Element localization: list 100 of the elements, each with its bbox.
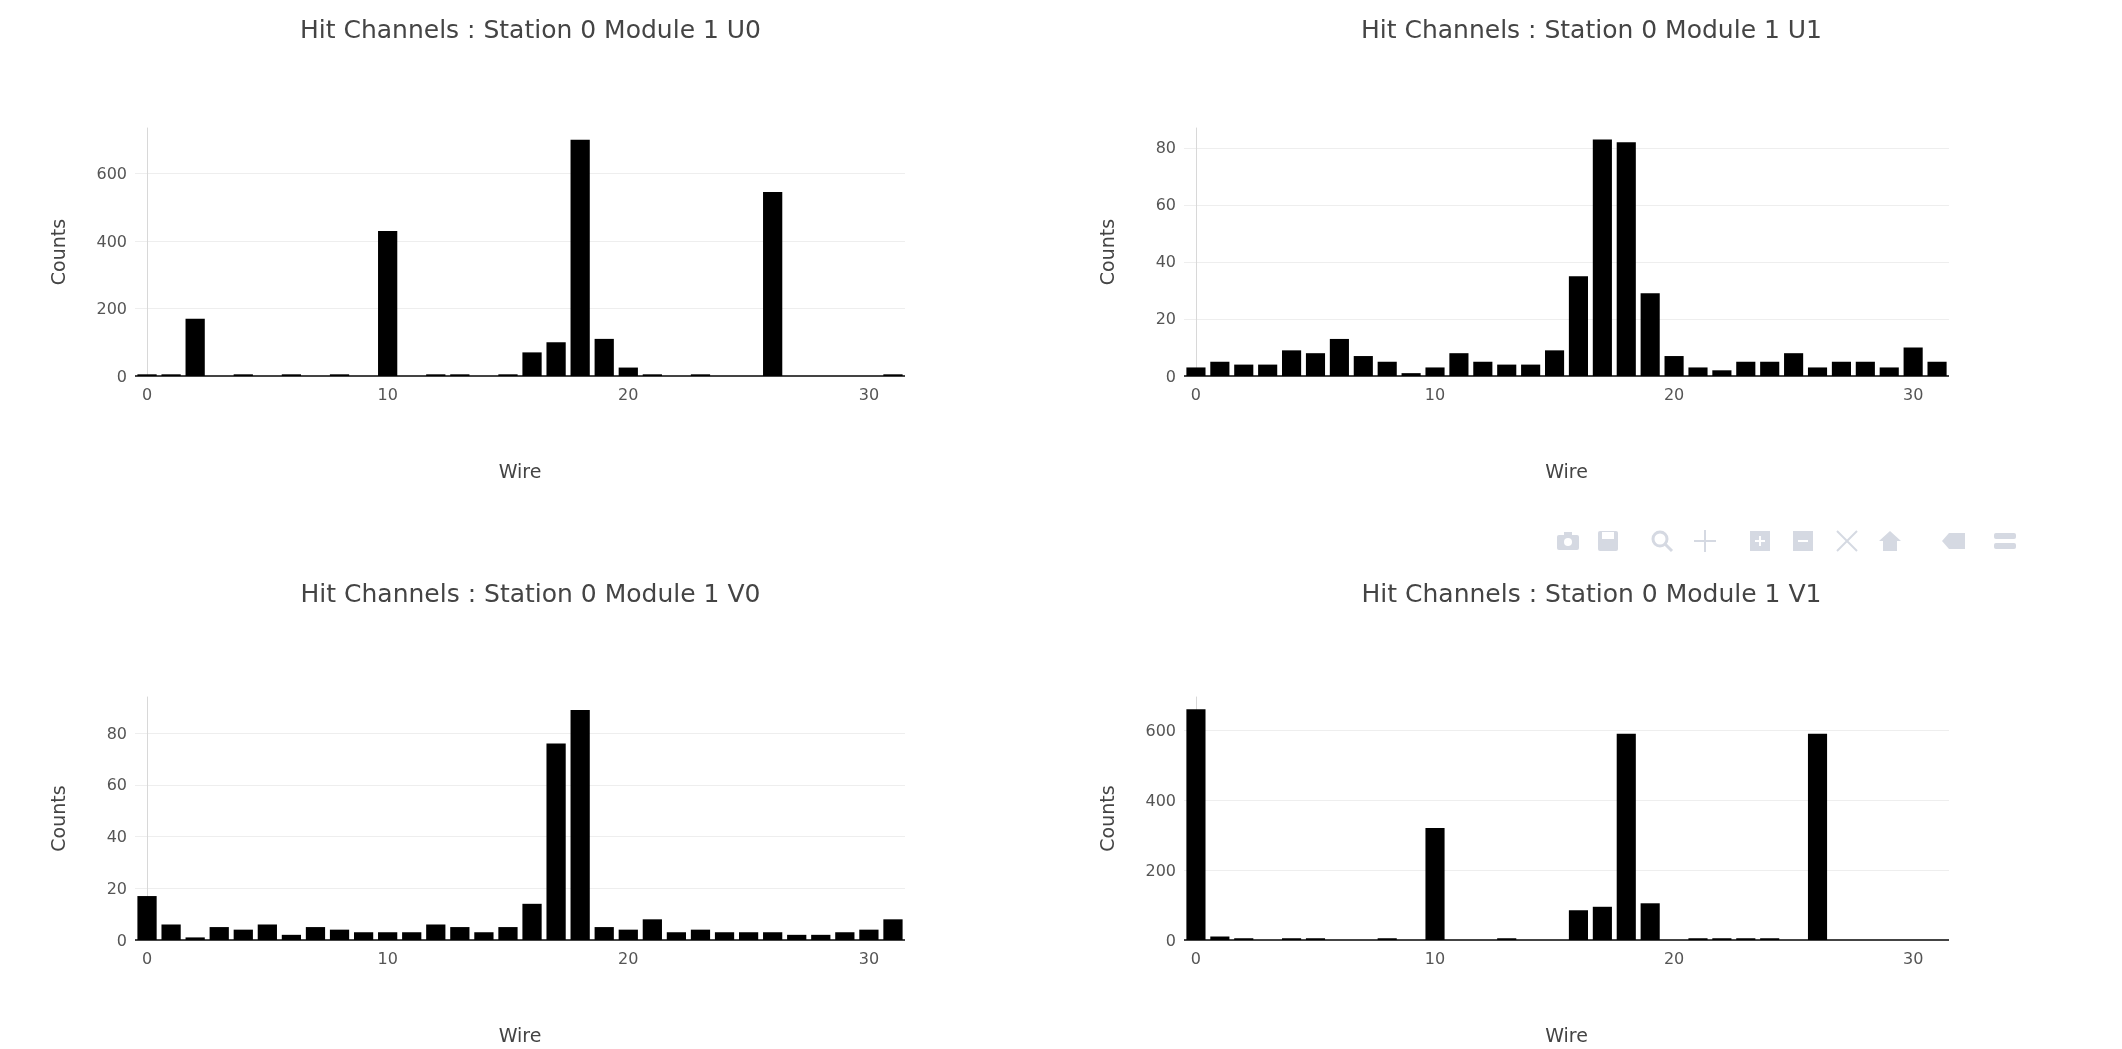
bar [1186, 709, 1206, 940]
bar [714, 932, 735, 940]
bar [1305, 353, 1326, 376]
x-axis-title: Wire [1545, 1023, 1588, 1046]
bar [546, 743, 566, 940]
bar [1903, 347, 1923, 376]
bar [1425, 367, 1445, 376]
bar [1282, 350, 1302, 376]
x-tick-label: 20 [618, 948, 639, 968]
y-axis-title: Counts [1095, 785, 1118, 852]
y-tick-label: 0 [1165, 366, 1176, 386]
bar [281, 934, 302, 940]
bar [1568, 910, 1589, 940]
bar [1568, 276, 1589, 376]
bar [1640, 903, 1660, 940]
y-axis-title: Counts [46, 218, 69, 286]
bar [1521, 364, 1541, 376]
bar [450, 927, 470, 940]
bar [378, 932, 398, 940]
bar [209, 927, 229, 940]
chart-title: Hit Channels : Station 0 Module 1 V1 [1361, 579, 1822, 608]
bar [1473, 361, 1493, 376]
bar [1855, 361, 1875, 376]
bar [1807, 733, 1828, 940]
y-tick-label: 0 [116, 366, 127, 386]
bar [185, 318, 205, 376]
x-axis-title: Wire [498, 459, 542, 482]
bar [666, 932, 687, 940]
chart-title: Hit Channels : Station 0 Module 1 U1 [1360, 15, 1823, 44]
bar [1760, 361, 1780, 376]
y-tick-label: 600 [96, 164, 127, 184]
bar [1401, 373, 1421, 376]
y-tick-label: 60 [106, 775, 127, 795]
bar [1377, 361, 1397, 376]
x-tick-label: 30 [1902, 384, 1924, 404]
bar [1879, 367, 1899, 376]
y-tick-label: 80 [1155, 138, 1176, 158]
y-tick-label: 40 [1155, 252, 1176, 272]
bar [787, 934, 807, 940]
bar [1186, 367, 1206, 376]
bar [859, 929, 879, 940]
y-axis-title: Counts [1095, 218, 1118, 286]
bar [1210, 361, 1230, 376]
bar [426, 924, 446, 940]
x-tick-label: 0 [141, 948, 153, 968]
bar [1616, 733, 1636, 940]
y-tick-label: 20 [106, 878, 127, 898]
bar [1353, 356, 1373, 376]
bar [233, 929, 253, 940]
bar [1807, 367, 1828, 376]
x-tick-label: 20 [618, 384, 639, 404]
x-tick-label: 10 [1424, 384, 1446, 404]
bar [618, 367, 638, 376]
y-tick-label: 200 [96, 299, 127, 319]
x-axis-title: Wire [498, 1023, 542, 1046]
bar [353, 932, 374, 940]
bar [161, 924, 181, 940]
y-tick-label: 20 [1155, 309, 1176, 329]
bar [474, 932, 494, 940]
y-tick-label: 200 [1145, 860, 1176, 880]
y-tick-label: 80 [106, 723, 127, 743]
bar [738, 932, 759, 940]
bar [570, 139, 590, 376]
bar [137, 896, 157, 940]
x-tick-label: 0 [1190, 384, 1202, 404]
bar [594, 927, 614, 940]
bar [1640, 293, 1660, 376]
bar [257, 924, 277, 940]
y-tick-label: 40 [106, 827, 127, 847]
bar [522, 903, 542, 940]
y-tick-label: 0 [116, 930, 127, 950]
bar [1784, 353, 1804, 376]
bar [498, 927, 518, 940]
bar [618, 929, 638, 940]
x-tick-label: 20 [1663, 384, 1685, 404]
bar [1592, 906, 1612, 940]
x-tick-label: 20 [1663, 948, 1685, 968]
y-axis-title: Counts [46, 785, 69, 852]
y-tick-label: 400 [96, 231, 127, 251]
bar [1592, 139, 1612, 376]
bar [402, 932, 422, 940]
bar [1831, 361, 1851, 376]
bar [594, 338, 614, 376]
bar [835, 932, 855, 940]
bar [1688, 367, 1708, 376]
bar [1425, 828, 1445, 940]
y-tick-label: 60 [1155, 195, 1176, 215]
bar [378, 230, 398, 376]
bar [690, 929, 711, 940]
bar [1927, 361, 1947, 376]
bar [1616, 142, 1636, 376]
y-tick-label: 0 [1165, 930, 1176, 950]
chart-title: Hit Channels : Station 0 Module 1 V0 [300, 579, 761, 608]
chart-title: Hit Channels : Station 0 Module 1 U0 [299, 15, 762, 44]
x-tick-label: 30 [858, 948, 880, 968]
bar [1497, 364, 1517, 376]
bar [883, 919, 903, 940]
bar [642, 919, 662, 940]
bar [1712, 370, 1732, 376]
bar [185, 937, 205, 940]
